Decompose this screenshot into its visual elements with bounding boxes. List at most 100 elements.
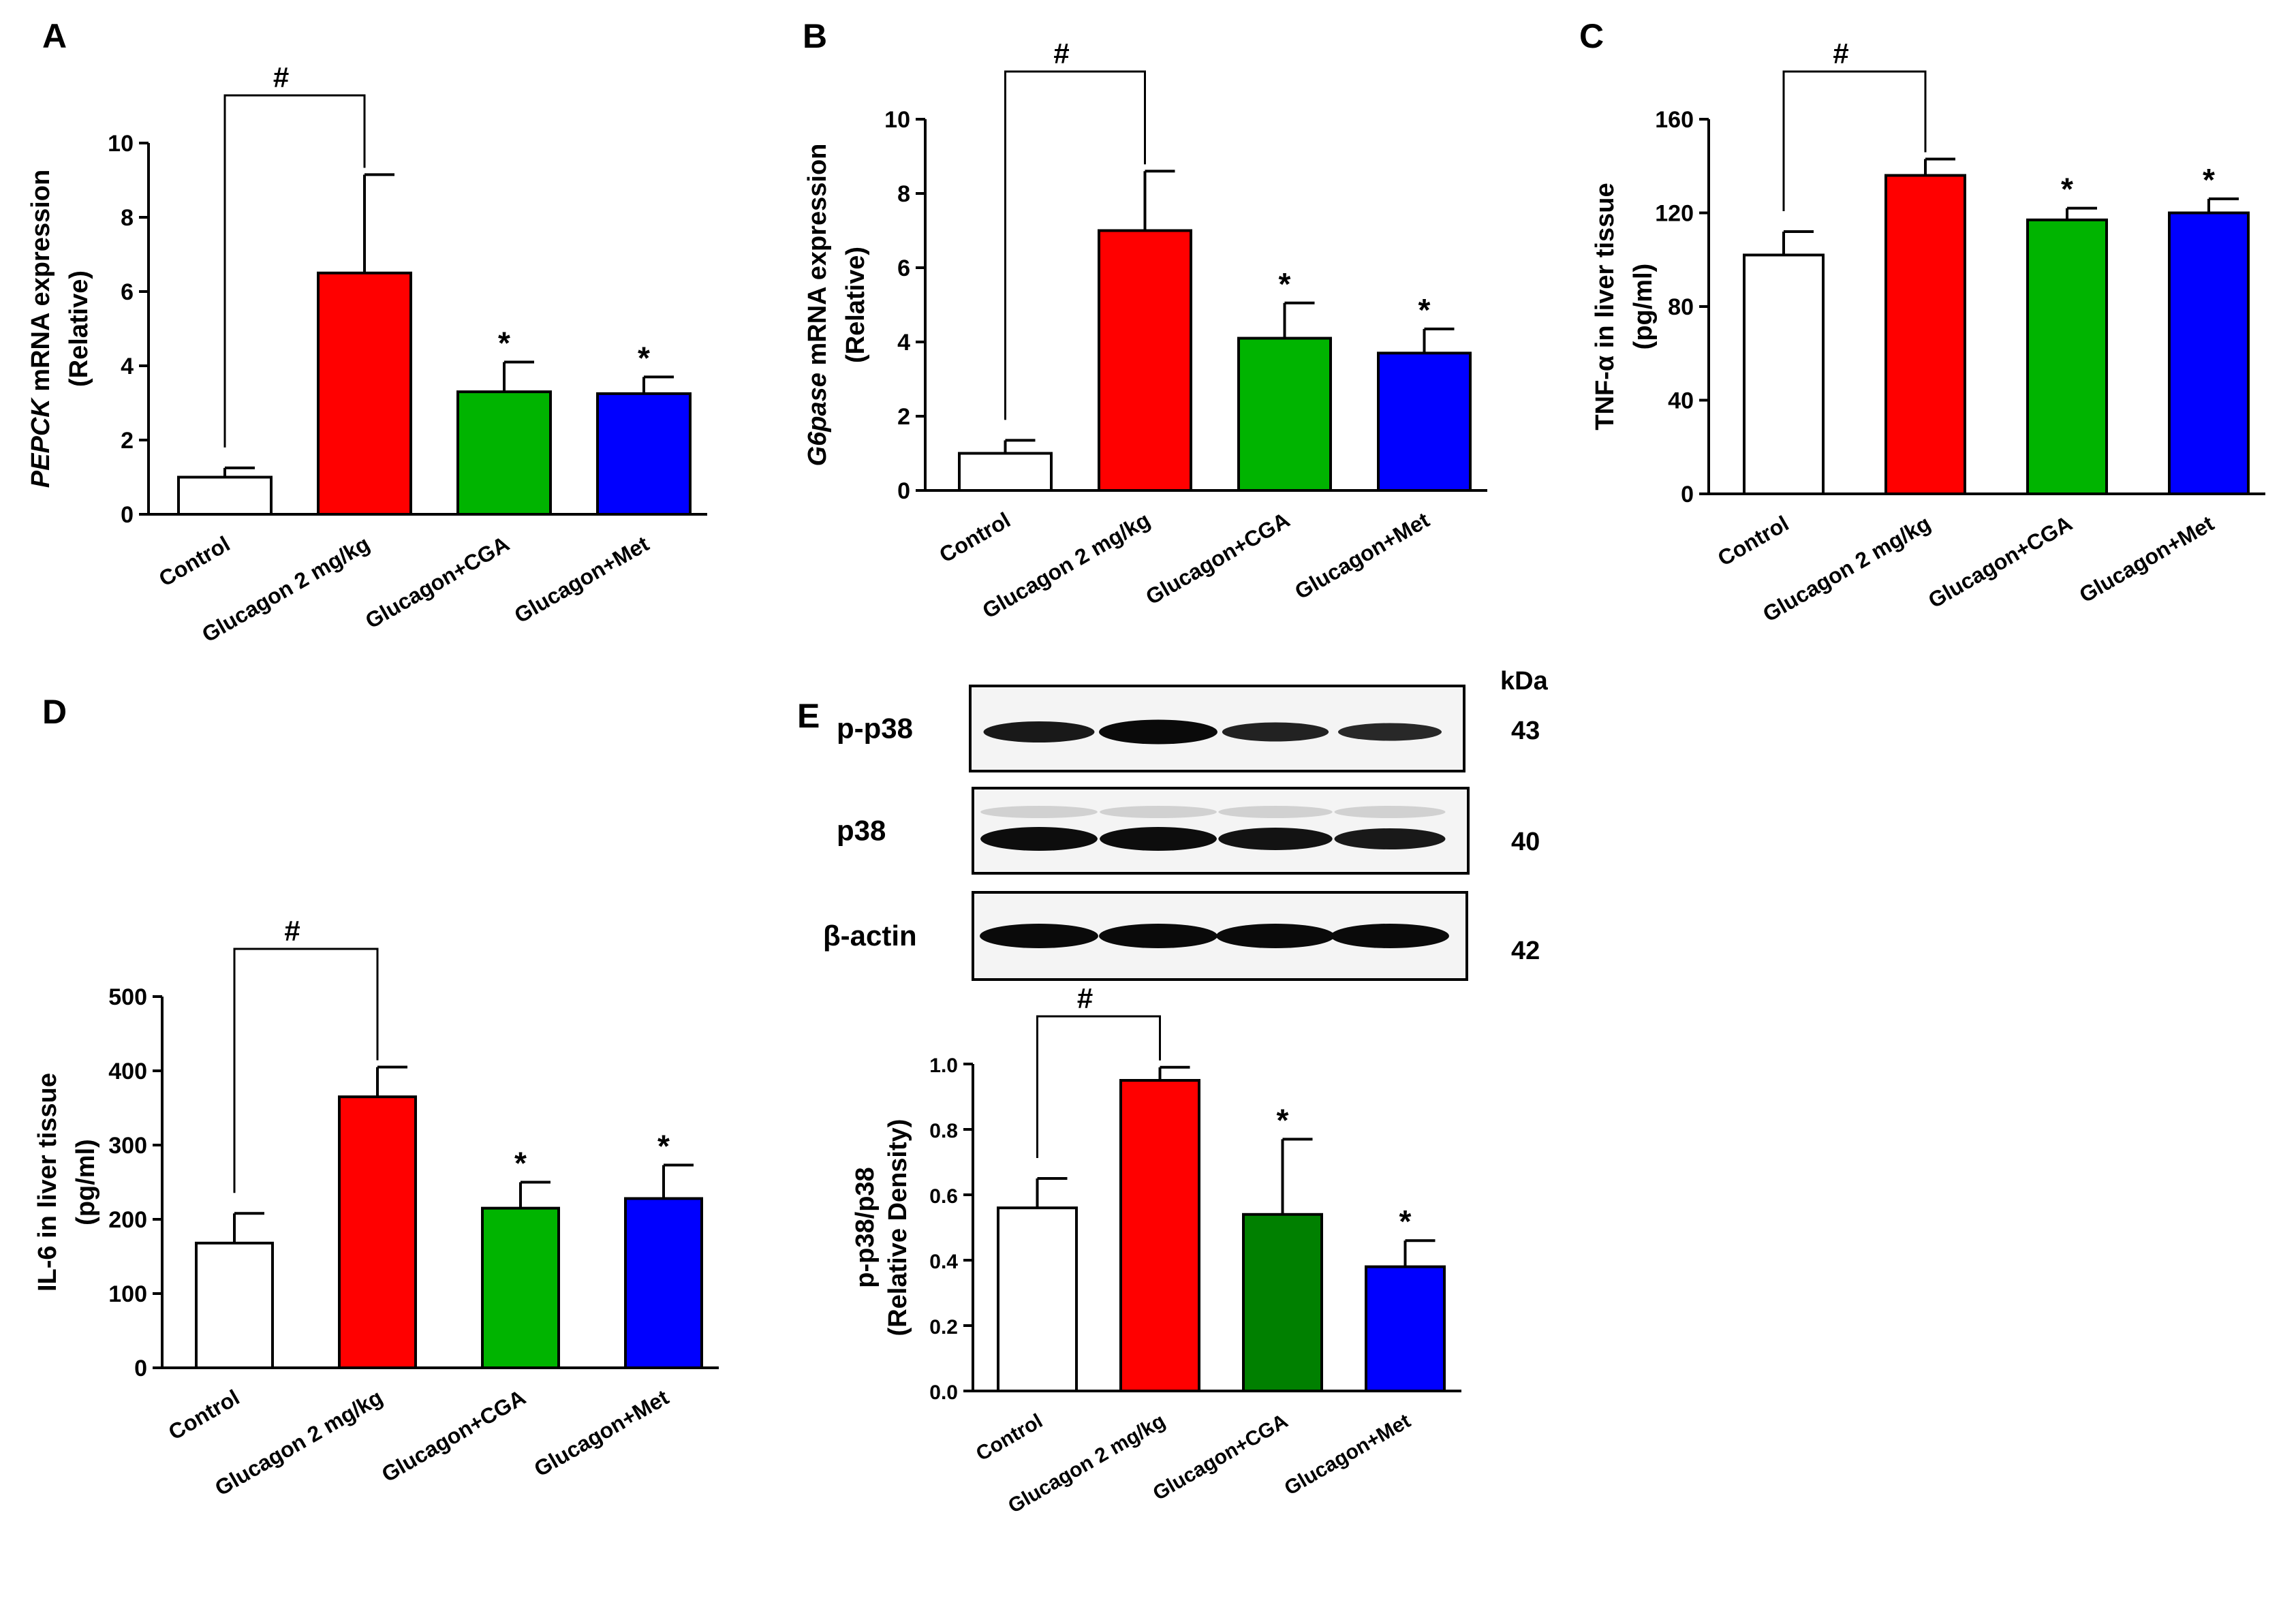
blot-kda-p-p38: 43 xyxy=(1511,717,1540,745)
panel-label-c: C xyxy=(1579,17,1604,55)
y-tick-label-b: 2 xyxy=(897,404,910,430)
blot-label-p38: p38 xyxy=(837,815,886,847)
significance-star-c: * xyxy=(2203,162,2215,198)
y-axis-subtitle-e: (Relative Density) xyxy=(884,1119,912,1336)
blot-band xyxy=(1222,722,1329,742)
blot-band xyxy=(980,827,1098,851)
x-tick-label-d: Glucagon+CGA xyxy=(377,1385,530,1487)
blot-band-faint xyxy=(1218,806,1333,818)
x-tick-label-e: Glucagon+Met xyxy=(1281,1409,1414,1499)
significance-star-a: * xyxy=(638,340,650,375)
y-tick-label-c: 40 xyxy=(1668,388,1694,414)
significance-bracket-b xyxy=(1004,70,1146,420)
y-axis-title-text-d: IL-6 in liver tissue xyxy=(33,1073,62,1292)
y-axis-title-d: IL-6 in liver tissue xyxy=(33,1073,62,1292)
panel-label-a: A xyxy=(42,17,67,55)
y-tick-label-d: 0 xyxy=(134,1356,147,1381)
blot-band xyxy=(1099,719,1217,745)
panel-label-b: B xyxy=(803,17,827,55)
y-axis-subtitle-a: (Relative) xyxy=(65,270,93,387)
panel-label-e: E xyxy=(797,697,820,735)
x-tick-label-d: Glucagon+Met xyxy=(530,1385,673,1482)
significance-star-b: * xyxy=(1279,266,1291,302)
y-tick-label-a: 0 xyxy=(121,502,134,528)
y-tick-label-c: 0 xyxy=(1681,482,1694,507)
blot-label-p-p38: p-p38 xyxy=(837,713,913,745)
y-tick-label-e: 0.2 xyxy=(929,1316,958,1339)
y-tick-label-e: 0.4 xyxy=(929,1251,958,1273)
x-tick-label-e: Control xyxy=(972,1409,1046,1465)
y-axis-title-text-e: p-p38/p38 xyxy=(851,1167,880,1287)
panel-label-d: D xyxy=(42,693,67,731)
y-tick-label-a: 8 xyxy=(121,205,134,231)
blot-band xyxy=(1334,828,1446,849)
blot-band xyxy=(1100,827,1217,851)
blot-band xyxy=(1331,924,1449,948)
bar-glucagon-cga-e xyxy=(1242,1213,1323,1393)
y-tick-label-d: 500 xyxy=(108,984,147,1010)
bar-glucagon-cga-a xyxy=(456,390,552,516)
bar-control-c xyxy=(1743,253,1825,495)
bar-glucagon-met-b xyxy=(1377,351,1472,492)
blot-band xyxy=(1338,723,1442,741)
bar-control-d xyxy=(195,1241,274,1369)
y-axis-title-text-a: mRNA expression xyxy=(27,170,55,398)
significance-bracket-e xyxy=(1036,1015,1161,1158)
y-tick-label-b: 0 xyxy=(897,478,910,504)
y-tick-label-a: 6 xyxy=(121,279,134,305)
significance-star-e: * xyxy=(1399,1204,1412,1239)
y-axis-subtitle-c: (pg/ml) xyxy=(1629,264,1658,350)
x-tick-label-a: Control xyxy=(155,531,234,591)
y-tick-label-d: 200 xyxy=(108,1207,147,1233)
chart-panel-e: 0.0 0.2 0.4 0.6 0.8 1.0 p-p38/p38 (Relative Den… xyxy=(851,982,1461,1518)
significance-hash-c: # xyxy=(1833,37,1848,69)
y-axis-subtitle-d: (pg/ml) xyxy=(72,1139,100,1225)
x-tick-label-e: Glucagon+CGA xyxy=(1149,1409,1292,1505)
significance-hash-b: # xyxy=(1053,37,1069,69)
y-tick-label-e: 0.6 xyxy=(929,1185,958,1208)
y-tick-label-a: 4 xyxy=(121,354,134,379)
bar-control-b xyxy=(958,452,1053,492)
significance-star-e: * xyxy=(1277,1102,1289,1138)
blot-kda-p38: 40 xyxy=(1511,828,1540,856)
y-axis-title-e: p-p38/p38 xyxy=(851,1167,880,1287)
blot-band-faint xyxy=(1334,806,1446,818)
kda-header: kDa xyxy=(1500,667,1549,695)
significance-star-c: * xyxy=(2061,172,2073,207)
significance-star-d: * xyxy=(514,1146,527,1181)
x-tick-label-a: Glucagon+CGA xyxy=(361,531,514,634)
x-tick-label-a: Glucagon+Met xyxy=(510,531,653,628)
chart-panel-a: 0 2 4 6 8 10 PEPCK mRNA expression (Relative) Co… xyxy=(27,61,707,647)
bar-glucagon-cga-c xyxy=(2026,218,2108,495)
x-tick-label-c: Control xyxy=(1713,511,1793,571)
bar-glucagon-2-mg-kg-b xyxy=(1098,229,1192,492)
y-axis-title-gene-b: G6pase xyxy=(803,373,832,466)
significance-bracket-c xyxy=(1782,70,1927,211)
y-tick-label-b: 4 xyxy=(897,330,910,356)
bar-glucagon-met-e xyxy=(1365,1265,1446,1392)
y-tick-label-d: 300 xyxy=(108,1133,147,1159)
bar-glucagon-met-c xyxy=(2168,211,2250,495)
blot-band xyxy=(983,721,1095,742)
significance-hash-e: # xyxy=(1077,982,1093,1014)
bar-glucagon-met-d xyxy=(624,1197,703,1369)
y-tick-label-e: 0.8 xyxy=(929,1120,958,1142)
bar-glucagon-met-a xyxy=(596,392,692,516)
blot-band-faint xyxy=(980,806,1098,818)
y-axis-title-c: TNF-α in liver tissue xyxy=(1591,183,1619,430)
chart-panel-d: 0 100 200 300 400 500 IL-6 in liver tissue (pg/… xyxy=(33,915,719,1501)
x-tick-label-d: Control xyxy=(164,1385,244,1445)
significance-bracket-d xyxy=(233,948,379,1193)
y-tick-label-a: 2 xyxy=(121,428,134,454)
x-tick-label-c: Glucagon+Met xyxy=(2075,511,2218,608)
blot-kda-actin: 42 xyxy=(1511,937,1540,965)
y-tick-label-a: 10 xyxy=(108,131,134,157)
significance-star-b: * xyxy=(1418,292,1431,328)
significance-star-d: * xyxy=(657,1128,670,1163)
y-tick-label-e: 0.0 xyxy=(929,1381,958,1404)
blot-band xyxy=(1218,828,1333,850)
y-tick-label-e: 1.0 xyxy=(929,1054,958,1077)
bar-glucagon-cga-d xyxy=(481,1206,560,1370)
y-axis-title-gene-a: PEPCK xyxy=(27,397,55,488)
blot-band xyxy=(1216,924,1335,948)
